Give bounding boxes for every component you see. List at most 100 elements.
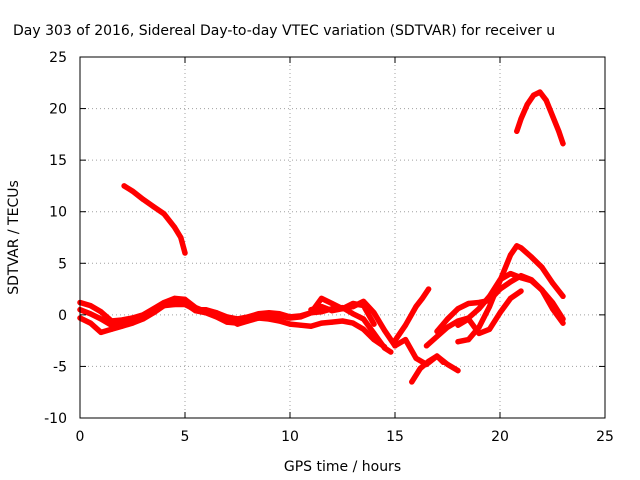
x-tick-label-0: 0 [76, 429, 85, 445]
point-trace-10-11 [549, 299, 556, 306]
point-trace-4-7 [381, 327, 388, 333]
plot-frame [79, 56, 606, 419]
point-trace-3-6 [140, 315, 146, 321]
point-trace-9-13 [560, 320, 566, 326]
point-trace-11-7 [518, 245, 524, 251]
point-trace-7-5 [444, 361, 451, 367]
x-tick-label-4: 20 [491, 429, 509, 445]
point-trace-9-1 [434, 333, 440, 340]
point-trace-8-0 [409, 379, 415, 385]
point-trace-1-2 [98, 309, 104, 315]
point-trace-10-12 [560, 316, 566, 322]
point-trace-11-6 [514, 243, 520, 249]
point-trace-11-3 [486, 304, 493, 310]
x-tick-label-2: 10 [281, 429, 299, 445]
point-trace-8-1 [417, 365, 423, 372]
point-trace-4-5 [360, 298, 367, 304]
point-trace-5-7 [182, 250, 188, 256]
point-trace-12-1 [465, 316, 472, 322]
y-tick-label-1: -5 [53, 359, 67, 375]
point-trace-3-4 [119, 321, 125, 327]
point-trace-3-7 [150, 308, 157, 314]
point-trace-10-1 [444, 316, 451, 322]
point-trace-2-27 [360, 326, 367, 332]
point-trace-7-2 [413, 355, 419, 361]
point-trace-5-6 [178, 234, 184, 241]
y-tick-label-3: 5 [58, 256, 67, 272]
point-trace-3-15 [234, 321, 241, 327]
axis-ticks: 0 5 10 15 20 25 -10 -5 0 5 10 15 20 25 [44, 50, 614, 445]
point-trace-3-28 [371, 321, 377, 327]
point-trace-4-0 [308, 307, 314, 313]
point-trace-6-1 [402, 322, 409, 328]
y-tick-label-5: 15 [49, 153, 67, 169]
point-trace-4-1 [318, 304, 325, 310]
point-trace-5-0 [121, 183, 127, 189]
point-trace-11-5 [507, 252, 514, 258]
point-trace-3-18 [266, 312, 272, 318]
point-trace-2-21 [297, 322, 304, 328]
point-trace-3-20 [287, 315, 293, 321]
point-trace-5-4 [161, 211, 167, 217]
point-trace-7-6 [455, 368, 461, 374]
point-trace-3-13 [213, 310, 220, 316]
x-tick-label-5: 25 [596, 429, 614, 445]
point-trace-2-3 [108, 326, 115, 332]
point-trace-12-4 [497, 310, 503, 316]
point-trace-10-9 [528, 277, 535, 283]
point-trace-5-2 [140, 196, 146, 202]
point-trace-9-2 [444, 324, 451, 330]
y-tick-label-2: 0 [58, 308, 67, 324]
point-trace-11-10 [549, 280, 556, 286]
point-trace-10-3 [465, 300, 472, 307]
point-trace-1-27 [360, 316, 367, 322]
series-layer [77, 89, 566, 385]
point-trace-11-1 [465, 337, 472, 343]
point-trace-3-17 [255, 315, 262, 321]
point-trace-3-1 [87, 311, 94, 317]
point-trace-7-1 [402, 337, 409, 343]
point-trace-2-29 [381, 344, 388, 350]
point-trace-12-3 [486, 326, 493, 332]
point-trace-5-5 [171, 224, 178, 230]
point-trace-2-25 [339, 318, 346, 324]
point-trace-11-0 [455, 339, 461, 345]
point-trace-3-12 [203, 307, 209, 313]
point-trace-13-2 [524, 101, 530, 107]
point-trace-2-22 [308, 323, 314, 329]
point-trace-4-4 [350, 304, 356, 310]
point-trace-1-23 [318, 309, 325, 315]
point-trace-6-2 [413, 304, 419, 310]
series-trace-9 [423, 270, 566, 349]
point-trace-10-8 [518, 273, 524, 279]
point-trace-3-23 [318, 295, 325, 301]
point-trace-9-5 [476, 306, 482, 312]
x-tick-label-3: 15 [386, 429, 404, 445]
point-trace-12-5 [507, 295, 514, 301]
point-trace-1-30 [388, 349, 394, 355]
point-trace-10-4 [476, 299, 482, 306]
point-trace-10-0 [434, 328, 440, 334]
point-trace-8-2 [426, 358, 432, 364]
point-trace-12-0 [455, 322, 461, 328]
point-trace-3-11 [192, 307, 199, 313]
x-tick-label-1: 5 [181, 429, 190, 445]
point-trace-11-8 [528, 254, 535, 260]
y-tick-label-6: 20 [49, 102, 67, 118]
point-trace-6-3 [419, 295, 425, 301]
y-axis-title: SDTVAR / TECUs [6, 180, 22, 295]
point-trace-8-4 [440, 359, 446, 365]
point-trace-2-24 [329, 319, 335, 325]
point-trace-13-6 [549, 113, 556, 119]
grid [80, 57, 605, 418]
chart-title: Day 303 of 2016, Sidereal Day-to-day VTE… [13, 23, 555, 39]
point-trace-11-9 [539, 264, 545, 270]
point-trace-2-28 [371, 337, 377, 343]
point-trace-10-7 [507, 279, 514, 285]
point-trace-5-1 [129, 188, 136, 194]
point-trace-3-3 [108, 322, 115, 328]
point-trace-11-11 [560, 293, 566, 299]
point-trace-13-0 [514, 128, 520, 134]
point-trace-2-23 [318, 320, 325, 326]
point-trace-13-4 [537, 89, 543, 95]
